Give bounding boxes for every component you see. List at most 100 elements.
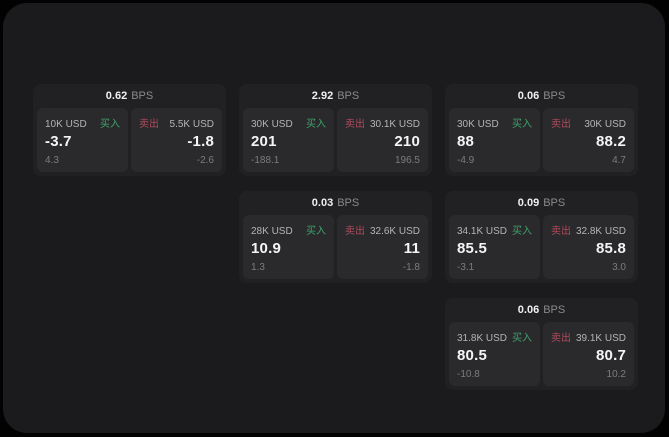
quote-card: 2.92 BPS 30K USD 买入 201 -188.1 卖出 30.1K U… xyxy=(239,84,432,176)
spread-unit: BPS xyxy=(543,197,566,209)
sell-sub-value: -2.6 xyxy=(196,155,214,166)
spread-unit: BPS xyxy=(337,197,360,209)
buy-sub-value: 1.3 xyxy=(251,262,265,273)
buy-tile-header: 30K USD 买入 xyxy=(457,115,532,130)
sell-amount: 32.8K USD xyxy=(575,226,626,237)
buy-tile[interactable]: 34.1K USD 买入 85.5 -3.1 xyxy=(449,215,540,279)
buy-tile[interactable]: 30K USD 买入 201 -188.1 xyxy=(243,108,334,172)
sell-tile[interactable]: 卖出 5.5K USD -1.8 -2.6 xyxy=(131,108,222,172)
sell-sub-value: -1.8 xyxy=(402,262,420,273)
sell-side-label: 卖出 xyxy=(345,119,365,130)
buy-price: 88 xyxy=(457,133,475,150)
spread-value: 0.06 xyxy=(517,90,540,102)
buy-tile[interactable]: 31.8K USD 买入 80.5 -10.8 xyxy=(449,322,540,386)
trading-quotes-window: 0.62 BPS 10K USD 买入 -3.7 4.3 卖出 5.5K USD xyxy=(3,3,665,433)
sell-amount: 39.1K USD xyxy=(575,333,626,344)
spread-header: 0.06 BPS xyxy=(445,84,638,108)
sell-tile-header: 卖出 30K USD xyxy=(551,115,626,130)
spread-header: 0.03 BPS xyxy=(239,191,432,215)
price-tiles: 28K USD 买入 10.9 1.3 卖出 32.6K USD 11 -1.8 xyxy=(243,215,428,279)
sell-tile[interactable]: 卖出 32.6K USD 11 -1.8 xyxy=(337,215,428,279)
spread-unit: BPS xyxy=(337,90,360,102)
sell-tile-header: 卖出 32.6K USD xyxy=(345,222,420,237)
spread-value: 0.09 xyxy=(517,197,540,209)
sell-tile-header: 卖出 32.8K USD xyxy=(551,222,626,237)
buy-price: 201 xyxy=(251,133,277,150)
buy-amount: 30K USD xyxy=(251,119,293,130)
spread-header: 0.09 BPS xyxy=(445,191,638,215)
buy-side-label: 买入 xyxy=(306,119,326,130)
sell-sub-value: 10.2 xyxy=(606,369,626,380)
sell-tile-header: 卖出 5.5K USD xyxy=(139,115,214,130)
buy-tile-header: 10K USD 买入 xyxy=(45,115,120,130)
sell-price: 11 xyxy=(403,240,420,257)
spread-header: 2.92 BPS xyxy=(239,84,432,108)
spread-value: 0.62 xyxy=(105,90,128,102)
sell-side-label: 卖出 xyxy=(551,333,571,344)
quote-card: 0.03 BPS 28K USD 买入 10.9 1.3 卖出 32.6K USD xyxy=(239,191,432,283)
buy-tile[interactable]: 30K USD 买入 88 -4.9 xyxy=(449,108,540,172)
price-tiles: 10K USD 买入 -3.7 4.3 卖出 5.5K USD -1.8 -2.… xyxy=(37,108,222,172)
sell-price: 88.2 xyxy=(596,133,626,150)
spread-value: 0.03 xyxy=(311,197,334,209)
sell-tile[interactable]: 卖出 30K USD 88.2 4.7 xyxy=(543,108,634,172)
buy-amount: 31.8K USD xyxy=(457,333,508,344)
spread-header: 0.62 BPS xyxy=(33,84,226,108)
spread-value: 2.92 xyxy=(311,90,334,102)
price-tiles: 30K USD 买入 88 -4.9 卖出 30K USD 88.2 4.7 xyxy=(449,108,634,172)
spread-unit: BPS xyxy=(543,304,566,316)
quote-card: 0.62 BPS 10K USD 买入 -3.7 4.3 卖出 5.5K USD xyxy=(33,84,226,176)
buy-side-label: 买入 xyxy=(512,333,532,344)
sell-tile[interactable]: 卖出 32.8K USD 85.8 3.0 xyxy=(543,215,634,279)
buy-amount: 28K USD xyxy=(251,226,293,237)
spread-value: 0.06 xyxy=(517,304,540,316)
sell-side-label: 卖出 xyxy=(345,226,365,237)
buy-price: -3.7 xyxy=(45,133,72,150)
buy-tile-header: 31.8K USD 买入 xyxy=(457,329,532,344)
buy-sub-value: 4.3 xyxy=(45,155,59,166)
price-tiles: 31.8K USD 买入 80.5 -10.8 卖出 39.1K USD 80.… xyxy=(449,322,634,386)
buy-price: 80.5 xyxy=(457,347,487,364)
buy-sub-value: -10.8 xyxy=(457,369,480,380)
buy-side-label: 买入 xyxy=(512,119,532,130)
buy-tile-header: 34.1K USD 买入 xyxy=(457,222,532,237)
sell-price: 210 xyxy=(394,133,420,150)
price-tiles: 30K USD 买入 201 -188.1 卖出 30.1K USD 210 1… xyxy=(243,108,428,172)
buy-price: 85.5 xyxy=(457,240,487,257)
buy-side-label: 买入 xyxy=(306,226,326,237)
sell-amount: 30K USD xyxy=(584,119,626,130)
sell-sub-value: 3.0 xyxy=(612,262,626,273)
sell-tile[interactable]: 卖出 39.1K USD 80.7 10.2 xyxy=(543,322,634,386)
spread-header: 0.06 BPS xyxy=(445,298,638,322)
buy-price: 10.9 xyxy=(251,240,281,257)
buy-sub-value: -188.1 xyxy=(251,155,280,166)
buy-tile-header: 28K USD 买入 xyxy=(251,222,326,237)
quote-grid: 0.62 BPS 10K USD 买入 -3.7 4.3 卖出 5.5K USD xyxy=(33,84,638,390)
quote-card: 0.09 BPS 34.1K USD 买入 85.5 -3.1 卖出 32.8K … xyxy=(445,191,638,283)
buy-amount: 30K USD xyxy=(457,119,499,130)
sell-sub-value: 196.5 xyxy=(394,155,420,166)
buy-tile[interactable]: 10K USD 买入 -3.7 4.3 xyxy=(37,108,128,172)
spread-unit: BPS xyxy=(131,90,154,102)
buy-side-label: 买入 xyxy=(100,119,120,130)
sell-sub-value: 4.7 xyxy=(612,155,626,166)
sell-amount: 32.6K USD xyxy=(369,226,420,237)
sell-side-label: 卖出 xyxy=(551,226,571,237)
sell-price: 80.7 xyxy=(596,347,626,364)
sell-price: 85.8 xyxy=(596,240,626,257)
sell-tile[interactable]: 卖出 30.1K USD 210 196.5 xyxy=(337,108,428,172)
spread-unit: BPS xyxy=(543,90,566,102)
sell-side-label: 卖出 xyxy=(139,119,159,130)
buy-sub-value: -4.9 xyxy=(457,155,475,166)
buy-amount: 34.1K USD xyxy=(457,226,508,237)
buy-sub-value: -3.1 xyxy=(457,262,475,273)
quote-card: 0.06 BPS 30K USD 买入 88 -4.9 卖出 30K USD xyxy=(445,84,638,176)
buy-amount: 10K USD xyxy=(45,119,87,130)
sell-amount: 5.5K USD xyxy=(169,119,214,130)
sell-amount: 30.1K USD xyxy=(369,119,420,130)
sell-tile-header: 卖出 30.1K USD xyxy=(345,115,420,130)
buy-tile[interactable]: 28K USD 买入 10.9 1.3 xyxy=(243,215,334,279)
sell-side-label: 卖出 xyxy=(551,119,571,130)
buy-tile-header: 30K USD 买入 xyxy=(251,115,326,130)
sell-price: -1.8 xyxy=(187,133,214,150)
